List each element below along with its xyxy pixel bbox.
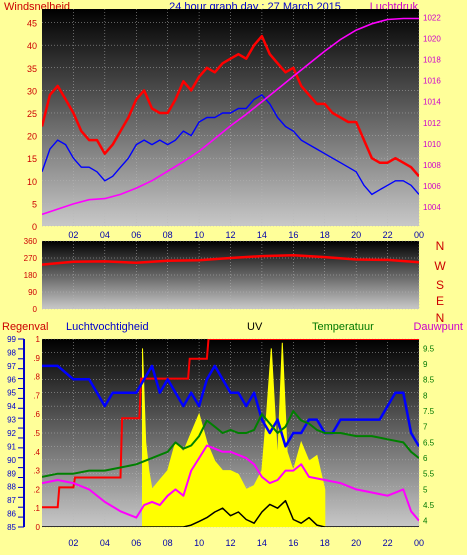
x-tick-label: 00 <box>414 538 424 548</box>
y2-tick-label: 1014 <box>423 98 441 107</box>
temperature-tick-label: 4.5 <box>423 501 435 510</box>
y-tick-label: 0 <box>32 222 37 232</box>
uv-tick-label: 0 <box>36 523 41 532</box>
x-tick-label: 04 <box>100 538 110 548</box>
y-tick-label: 270 <box>24 254 38 263</box>
x-tick-label: 08 <box>163 230 173 240</box>
uv-tick-label: 1 <box>36 335 41 344</box>
humidity-tick-label: 87 <box>7 496 16 505</box>
temperature-tick-label: 7 <box>423 423 428 432</box>
humidity-tick-label: 85 <box>7 523 16 532</box>
temperature-tick-label: 5.5 <box>423 470 435 479</box>
y-tick-label: 5 <box>32 199 37 209</box>
humidity-tick-label: 94 <box>7 402 16 411</box>
x-tick-label: 22 <box>383 230 393 240</box>
x-tick-label: 08 <box>163 538 173 548</box>
uv-tick-label: .4 <box>33 448 40 457</box>
y-tick-label: 45 <box>27 19 37 29</box>
temperature-tick-label: 9 <box>423 360 428 369</box>
x-tick-label: 14 <box>257 230 267 240</box>
temperature-tick-label: 8 <box>423 391 428 400</box>
x-tick-label: 20 <box>351 538 361 548</box>
temperature-tick-label: 7.5 <box>423 407 435 416</box>
temperature-label: Temperatuur <box>312 321 374 333</box>
humidity-tick-label: 99 <box>7 335 16 344</box>
y2-tick-label: 1004 <box>423 203 441 212</box>
x-tick-label: 02 <box>68 538 78 548</box>
humidity-tick-label: 86 <box>7 510 16 519</box>
y2-tick-label: 1008 <box>423 161 441 170</box>
humidity-tick-label: 98 <box>7 348 16 357</box>
humidity-tick-label: 97 <box>7 362 16 371</box>
x-tick-label: 18 <box>320 538 330 548</box>
temperature-tick-label: 8.5 <box>423 376 435 385</box>
y-tick-label: 25 <box>27 109 37 119</box>
x-tick-label: 22 <box>383 538 393 548</box>
compass-s: S <box>436 278 444 292</box>
x-tick-label: 12 <box>225 230 235 240</box>
y-tick-label: 360 <box>24 237 38 246</box>
y-tick-label: 15 <box>27 154 37 164</box>
compass-n-top: N <box>436 239 445 253</box>
compass-e: E <box>436 294 444 308</box>
uv-label: UV <box>247 321 263 333</box>
x-tick-label: 18 <box>320 230 330 240</box>
uv-tick-label: .8 <box>33 373 40 382</box>
humidity-tick-label: 89 <box>7 469 16 478</box>
x-tick-label: 20 <box>351 230 361 240</box>
y2-tick-label: 1010 <box>423 140 441 149</box>
temperature-tick-label: 9.5 <box>423 344 435 353</box>
uv-tick-label: .5 <box>33 429 40 438</box>
humidity-tick-label: 92 <box>7 429 16 438</box>
x-tick-label: 02 <box>68 230 78 240</box>
x-tick-label: 16 <box>288 230 298 240</box>
y-tick-label: 20 <box>27 132 37 142</box>
uv-tick-label: .3 <box>33 467 40 476</box>
temperature-tick-label: 5 <box>423 485 428 494</box>
rain-label: Regenval <box>2 321 48 333</box>
temperature-tick-label: 6 <box>423 454 428 463</box>
humidity-tick-label: 90 <box>7 456 16 465</box>
humidity-tick-label: 95 <box>7 389 16 398</box>
x-tick-label: 10 <box>194 538 204 548</box>
y2-tick-label: 1012 <box>423 119 441 128</box>
x-tick-label: 10 <box>194 230 204 240</box>
humidity-tick-label: 96 <box>7 375 16 384</box>
y-tick-label: 40 <box>27 41 37 51</box>
x-tick-label: 06 <box>131 538 141 548</box>
humidity-label: Luchtvochtigheid <box>66 321 149 333</box>
x-tick-label: 12 <box>225 538 235 548</box>
y-tick-label: 35 <box>27 64 37 74</box>
temperature-tick-label: 6.5 <box>423 438 435 447</box>
y-tick-label: 30 <box>27 86 37 96</box>
y2-tick-label: 1016 <box>423 77 441 86</box>
compass-w: W <box>434 259 446 273</box>
x-tick-label: 14 <box>257 538 267 548</box>
y2-tick-label: 1022 <box>423 13 441 22</box>
y-tick-label: 0 <box>33 305 38 314</box>
x-tick-label: 16 <box>288 538 298 548</box>
y2-tick-label: 1018 <box>423 56 441 65</box>
y2-tick-label: 1006 <box>423 182 441 191</box>
x-tick-label: 06 <box>131 230 141 240</box>
x-tick-label: 04 <box>100 230 110 240</box>
temperature-tick-label: 4 <box>423 517 428 526</box>
humidity-tick-label: 91 <box>7 442 16 451</box>
y2-tick-label: 1020 <box>423 34 441 43</box>
uv-tick-label: .1 <box>33 504 40 513</box>
dewpoint-label: Dauwpunt <box>413 321 463 333</box>
uv-tick-label: .6 <box>33 410 40 419</box>
y-tick-label: 180 <box>24 271 38 280</box>
uv-tick-label: .9 <box>33 354 40 363</box>
y-tick-label: 10 <box>27 177 37 187</box>
humidity-tick-label: 93 <box>7 416 16 425</box>
humidity-tick-label: 88 <box>7 483 16 492</box>
uv-tick-label: .7 <box>33 391 40 400</box>
x-tick-label: 00 <box>414 230 424 240</box>
uv-tick-label: .2 <box>33 485 40 494</box>
y-tick-label: 90 <box>28 288 37 297</box>
